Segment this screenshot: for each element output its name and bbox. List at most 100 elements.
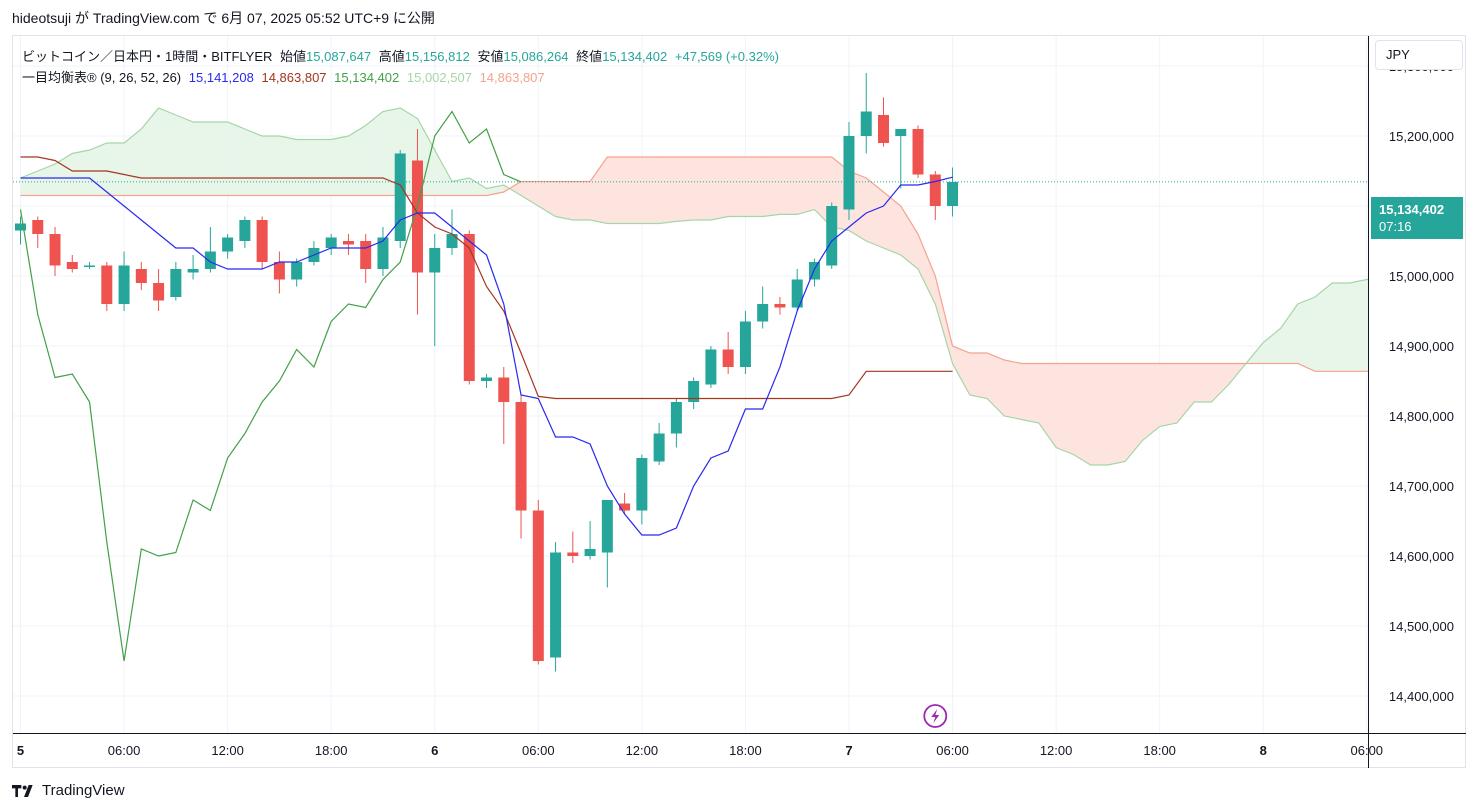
tradingview-logo-icon — [12, 785, 33, 797]
event-lightning-icon — [923, 704, 948, 728]
candle — [739, 311, 751, 374]
ichimoku-cloud-segment — [54, 152, 73, 196]
candle-body — [135, 269, 147, 283]
ichimoku-cloud-segment — [1073, 363, 1091, 466]
ichimoku-cloud-segment — [641, 156, 660, 224]
ichimoku-cloud-segment — [676, 156, 694, 222]
candle — [446, 209, 458, 255]
ichimoku-cloud-segment — [434, 149, 453, 196]
candle-body — [739, 321, 751, 367]
ichimoku-cloud-segment — [555, 181, 574, 221]
candle — [481, 374, 493, 388]
candle — [688, 377, 700, 409]
ichimoku-cloud-segment — [71, 149, 90, 196]
candle-body — [32, 220, 44, 234]
candle — [722, 332, 734, 374]
senkou-span-a-line — [20, 107, 1368, 466]
ichimoku-cloud-segment — [244, 128, 263, 196]
y-axis-tick-label: 14,900,000 — [1389, 339, 1454, 354]
candle — [826, 202, 838, 269]
close-label: 終値 — [576, 49, 603, 64]
candle-body — [947, 181, 959, 206]
ichimoku-cloud-segment — [779, 156, 798, 215]
candle-body — [481, 377, 493, 381]
ichimoku-cloud-segment — [1314, 282, 1333, 372]
candle-body — [826, 206, 838, 266]
chikou-span-line — [19, 110, 522, 662]
candle — [636, 454, 648, 525]
candle-body — [84, 265, 96, 267]
candle — [153, 269, 165, 311]
ichimoku-cloud-segment — [296, 139, 315, 196]
ichimoku-cloud-segment — [348, 124, 367, 196]
ichimoku-cloud-segment — [1211, 363, 1229, 403]
currency-selector[interactable]: JPY — [1375, 40, 1463, 70]
candle — [377, 227, 389, 276]
candle — [947, 167, 959, 217]
x-axis-tick-label: 06:00 — [936, 743, 969, 758]
ichimoku-cloud-segment — [89, 142, 108, 196]
ichimoku-cloud-segment — [330, 135, 349, 196]
ichimoku-cloud-segment — [745, 156, 763, 217]
candle — [791, 269, 803, 311]
candle-body — [636, 458, 648, 511]
candle — [170, 262, 182, 301]
candle — [705, 346, 717, 388]
low-label: 安値 — [477, 49, 504, 64]
high-value: 15,156,812 — [404, 49, 470, 64]
tenkan-value: 15,141,208 — [188, 70, 254, 85]
y-axis-tick-label: 14,500,000 — [1389, 619, 1454, 634]
ichimoku-cloud-segment — [658, 156, 677, 224]
candle-body — [429, 248, 441, 273]
candle — [860, 73, 872, 154]
tenkan-sen-line — [20, 176, 953, 536]
open-label: 始値 — [280, 49, 307, 64]
ichimoku-cloud-segment — [175, 114, 194, 196]
y-axis-tick-label: 14,800,000 — [1389, 409, 1454, 424]
candle — [463, 230, 475, 385]
candle — [843, 122, 855, 220]
candle — [222, 234, 234, 259]
candle-body — [118, 265, 130, 304]
ichimoku-cloud-segment — [1349, 279, 1368, 372]
ohlc-legend: ビットコイン／日本円・1時間・BITFLYER 始値15,087,647 高値1… — [22, 46, 783, 65]
candle — [912, 125, 924, 178]
plot-area — [13, 36, 1368, 733]
candle-body — [670, 402, 682, 434]
candle — [291, 258, 303, 287]
senkou-span-b-line — [20, 156, 1368, 372]
symbol-label[interactable]: ビットコイン／日本円・1時間・BITFLYER — [22, 49, 273, 64]
candle — [49, 227, 61, 276]
x-axis-tick-label: 06:00 — [522, 743, 555, 758]
candle — [118, 251, 130, 311]
candle — [498, 367, 510, 444]
candle — [601, 500, 613, 588]
candle — [325, 234, 337, 255]
candle-body — [204, 251, 216, 269]
ichimoku-cloud-segment — [1021, 363, 1040, 424]
footer-branding: TradingView — [12, 780, 125, 802]
indicator-label[interactable]: 一目均衡表® (9, 26, 52, 26) — [22, 70, 182, 85]
candle-body — [791, 279, 803, 308]
ichimoku-cloud-segment — [158, 107, 177, 196]
candle — [567, 531, 579, 563]
ichimoku-cloud-segment — [192, 121, 211, 196]
ichimoku-cloud-segment — [279, 135, 297, 196]
candle-body — [619, 503, 631, 511]
candle-body — [66, 262, 78, 269]
candle-body — [411, 160, 423, 273]
publish-header-text: hideotsuji が TradingView.com で 6月 07, 20… — [12, 10, 435, 26]
ichimoku-cloud-segment — [607, 156, 625, 224]
candle — [878, 97, 889, 147]
ichimoku-cloud-segment — [1193, 363, 1212, 403]
candle-body — [705, 349, 717, 385]
x-axis-tick-label: 18:00 — [1143, 743, 1176, 758]
ichimoku-cloud-segment — [1366, 278, 1368, 372]
candle — [187, 255, 199, 280]
ichimoku-cloud-segment — [37, 163, 56, 196]
high-label: 高値 — [378, 49, 405, 64]
candle-body — [774, 304, 786, 308]
bar-countdown: 07:16 — [1379, 219, 1412, 234]
candle-body — [291, 262, 303, 280]
